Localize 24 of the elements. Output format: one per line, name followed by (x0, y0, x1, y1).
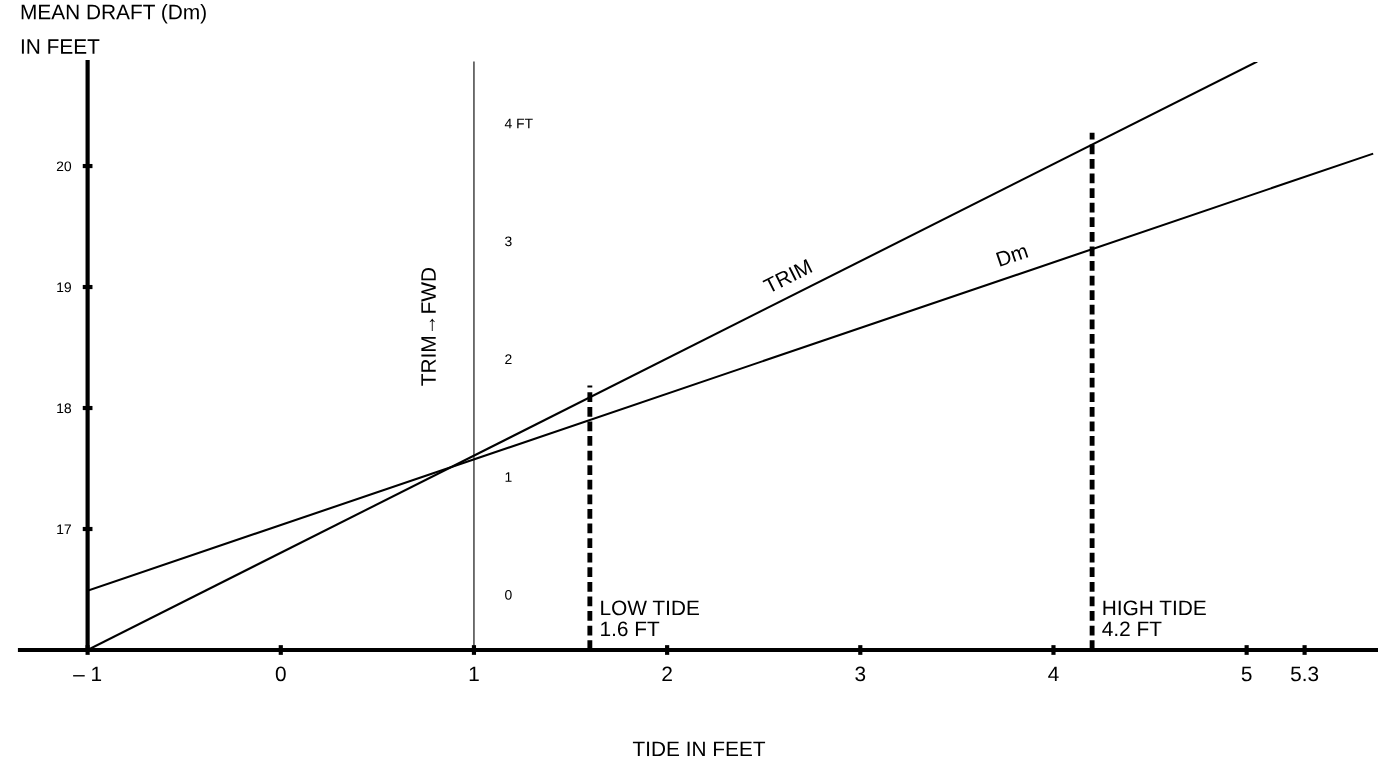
text: TRIM (762, 259, 813, 294)
y-tick-label: 19 (57, 282, 71, 293)
y-tick-label: 18 (57, 403, 72, 414)
y-axis-title: MEAN DRAFT (Dm) IN FEET (21, 4, 206, 54)
y2-tick-label: 1 (505, 472, 512, 482)
x-tick-label: 2 (662, 666, 672, 682)
x-tick-label: 0 (275, 666, 286, 682)
y2-tick-label: 3 (505, 236, 512, 247)
text: Dm (995, 243, 1029, 267)
y2-axis-title: TRIM→FWD (421, 268, 436, 386)
x-tick-label: 5.3 (1290, 666, 1319, 682)
x-tick-label: 1 (469, 666, 479, 682)
y-tick-label: 20 (56, 161, 72, 172)
x-tick-label: – 1 (73, 666, 102, 682)
y2-tick-label: 2 (505, 354, 512, 364)
y2-tick-label: 0 (505, 589, 512, 600)
y2-tick-label: 4 FT (504, 118, 533, 129)
x-tick-label: 4 (1048, 666, 1059, 682)
x-tick-label: 5 (1241, 666, 1252, 682)
ref-line-label: HIGH TIDE 4.2 FT (1102, 600, 1206, 636)
x-tick-label: 3 (855, 666, 866, 682)
y-tick-label: 17 (57, 524, 71, 535)
x-axis-title: TIDE IN FEET (632, 741, 766, 757)
ref-line-label: LOW TIDE 1.6 FT (601, 600, 699, 637)
